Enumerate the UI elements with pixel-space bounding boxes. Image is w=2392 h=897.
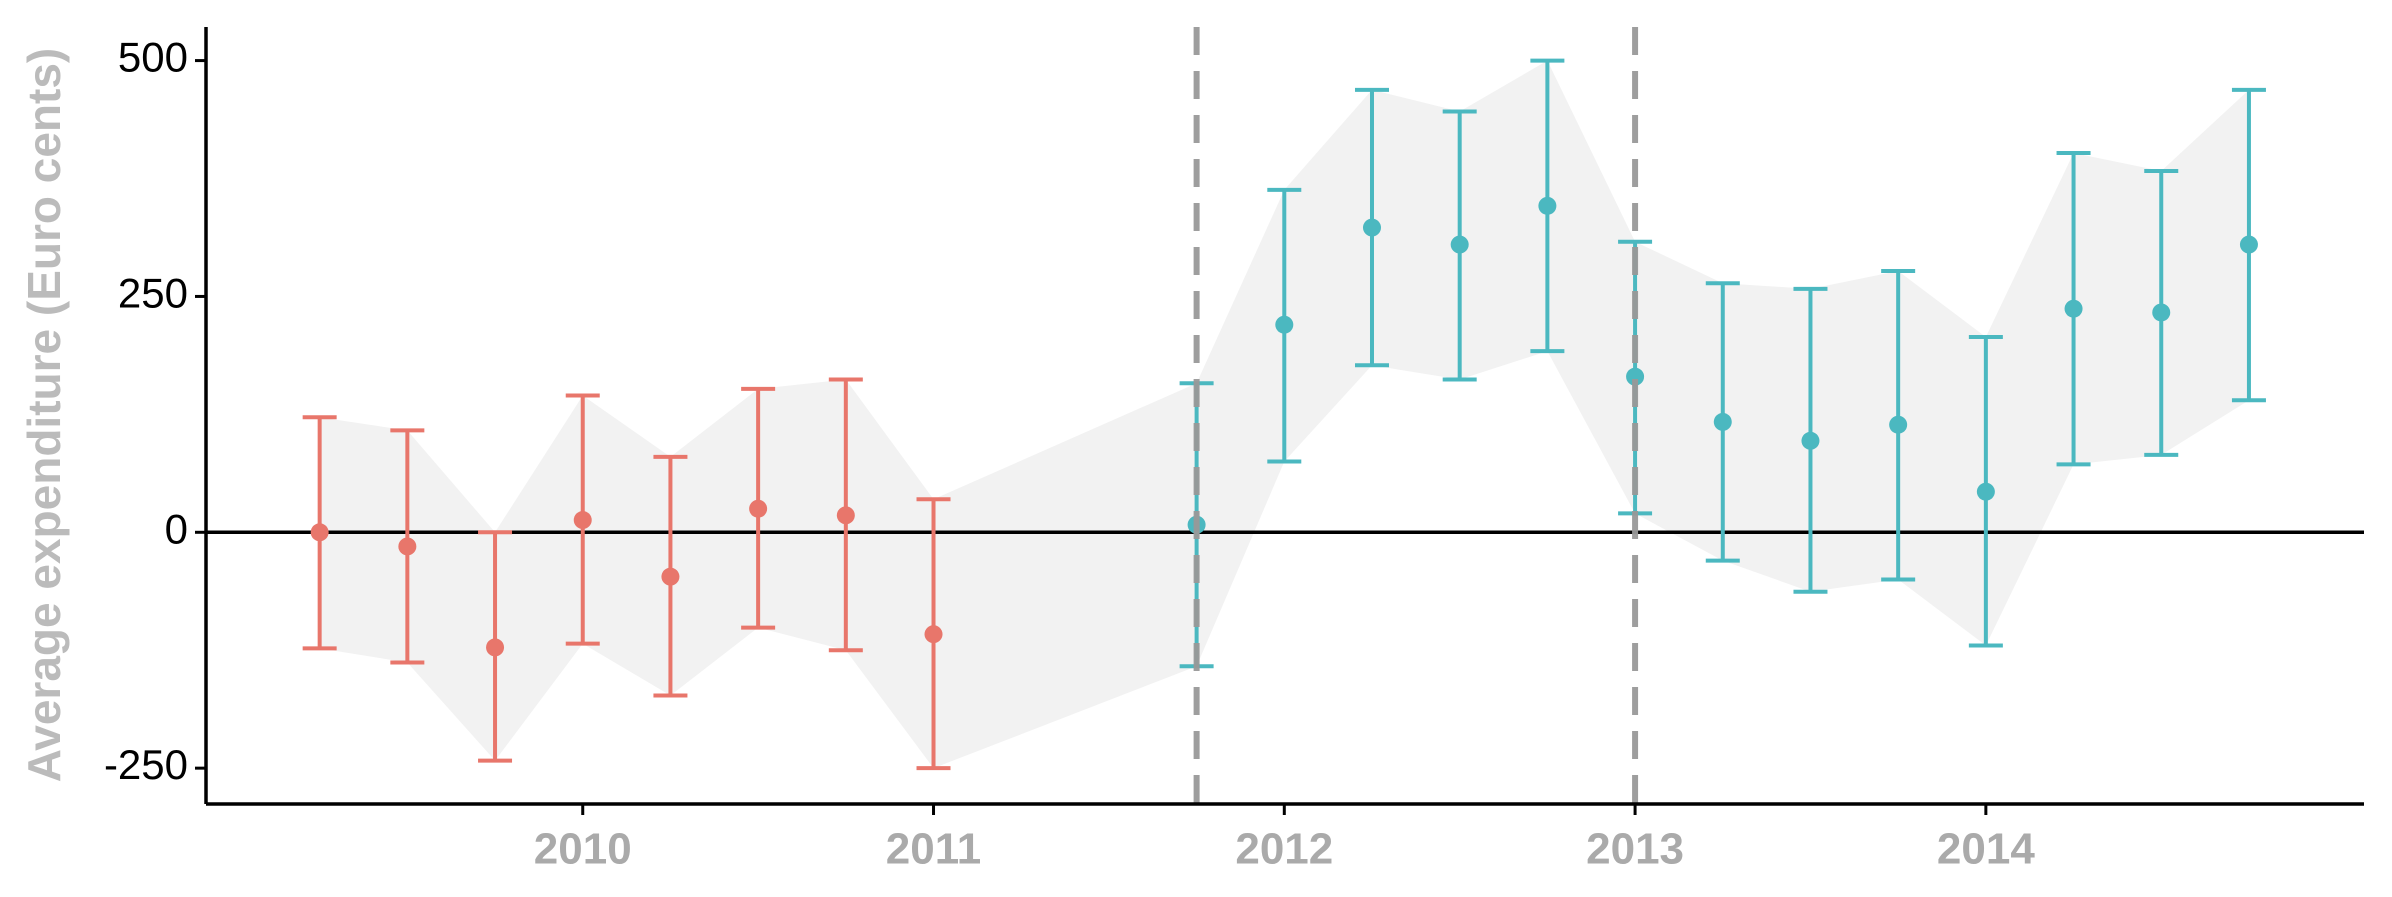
point xyxy=(924,625,943,644)
ribbon-bridge xyxy=(933,383,1197,769)
x-tick-label: 2014 xyxy=(1937,825,2035,874)
point xyxy=(1450,235,1469,254)
point xyxy=(398,537,417,556)
point xyxy=(1713,412,1732,431)
ribbon xyxy=(319,379,934,769)
point xyxy=(1976,482,1995,501)
point xyxy=(573,511,592,530)
point xyxy=(2064,299,2083,318)
x-tick-label: 2011 xyxy=(886,825,981,874)
point xyxy=(2152,303,2171,322)
point xyxy=(1889,415,1908,434)
y-tick-label: 500 xyxy=(118,34,188,81)
x-tick-label: 2013 xyxy=(1586,825,1684,874)
y-tick-label: -250 xyxy=(104,741,188,788)
point xyxy=(749,499,768,518)
point xyxy=(836,506,855,525)
point xyxy=(1801,431,1820,450)
point xyxy=(1275,315,1294,334)
point xyxy=(2239,235,2258,254)
y-tick-label: 250 xyxy=(118,270,188,317)
x-tick-label: 2010 xyxy=(534,825,632,874)
point xyxy=(661,567,680,586)
y-axis-label: Average expenditure (Euro cents) xyxy=(18,48,70,783)
point xyxy=(486,638,505,657)
point xyxy=(1626,367,1645,386)
y-tick-label: 0 xyxy=(165,505,188,552)
point xyxy=(1362,218,1381,237)
x-tick-label: 2012 xyxy=(1235,825,1333,874)
point xyxy=(1538,196,1557,215)
point xyxy=(310,523,329,542)
